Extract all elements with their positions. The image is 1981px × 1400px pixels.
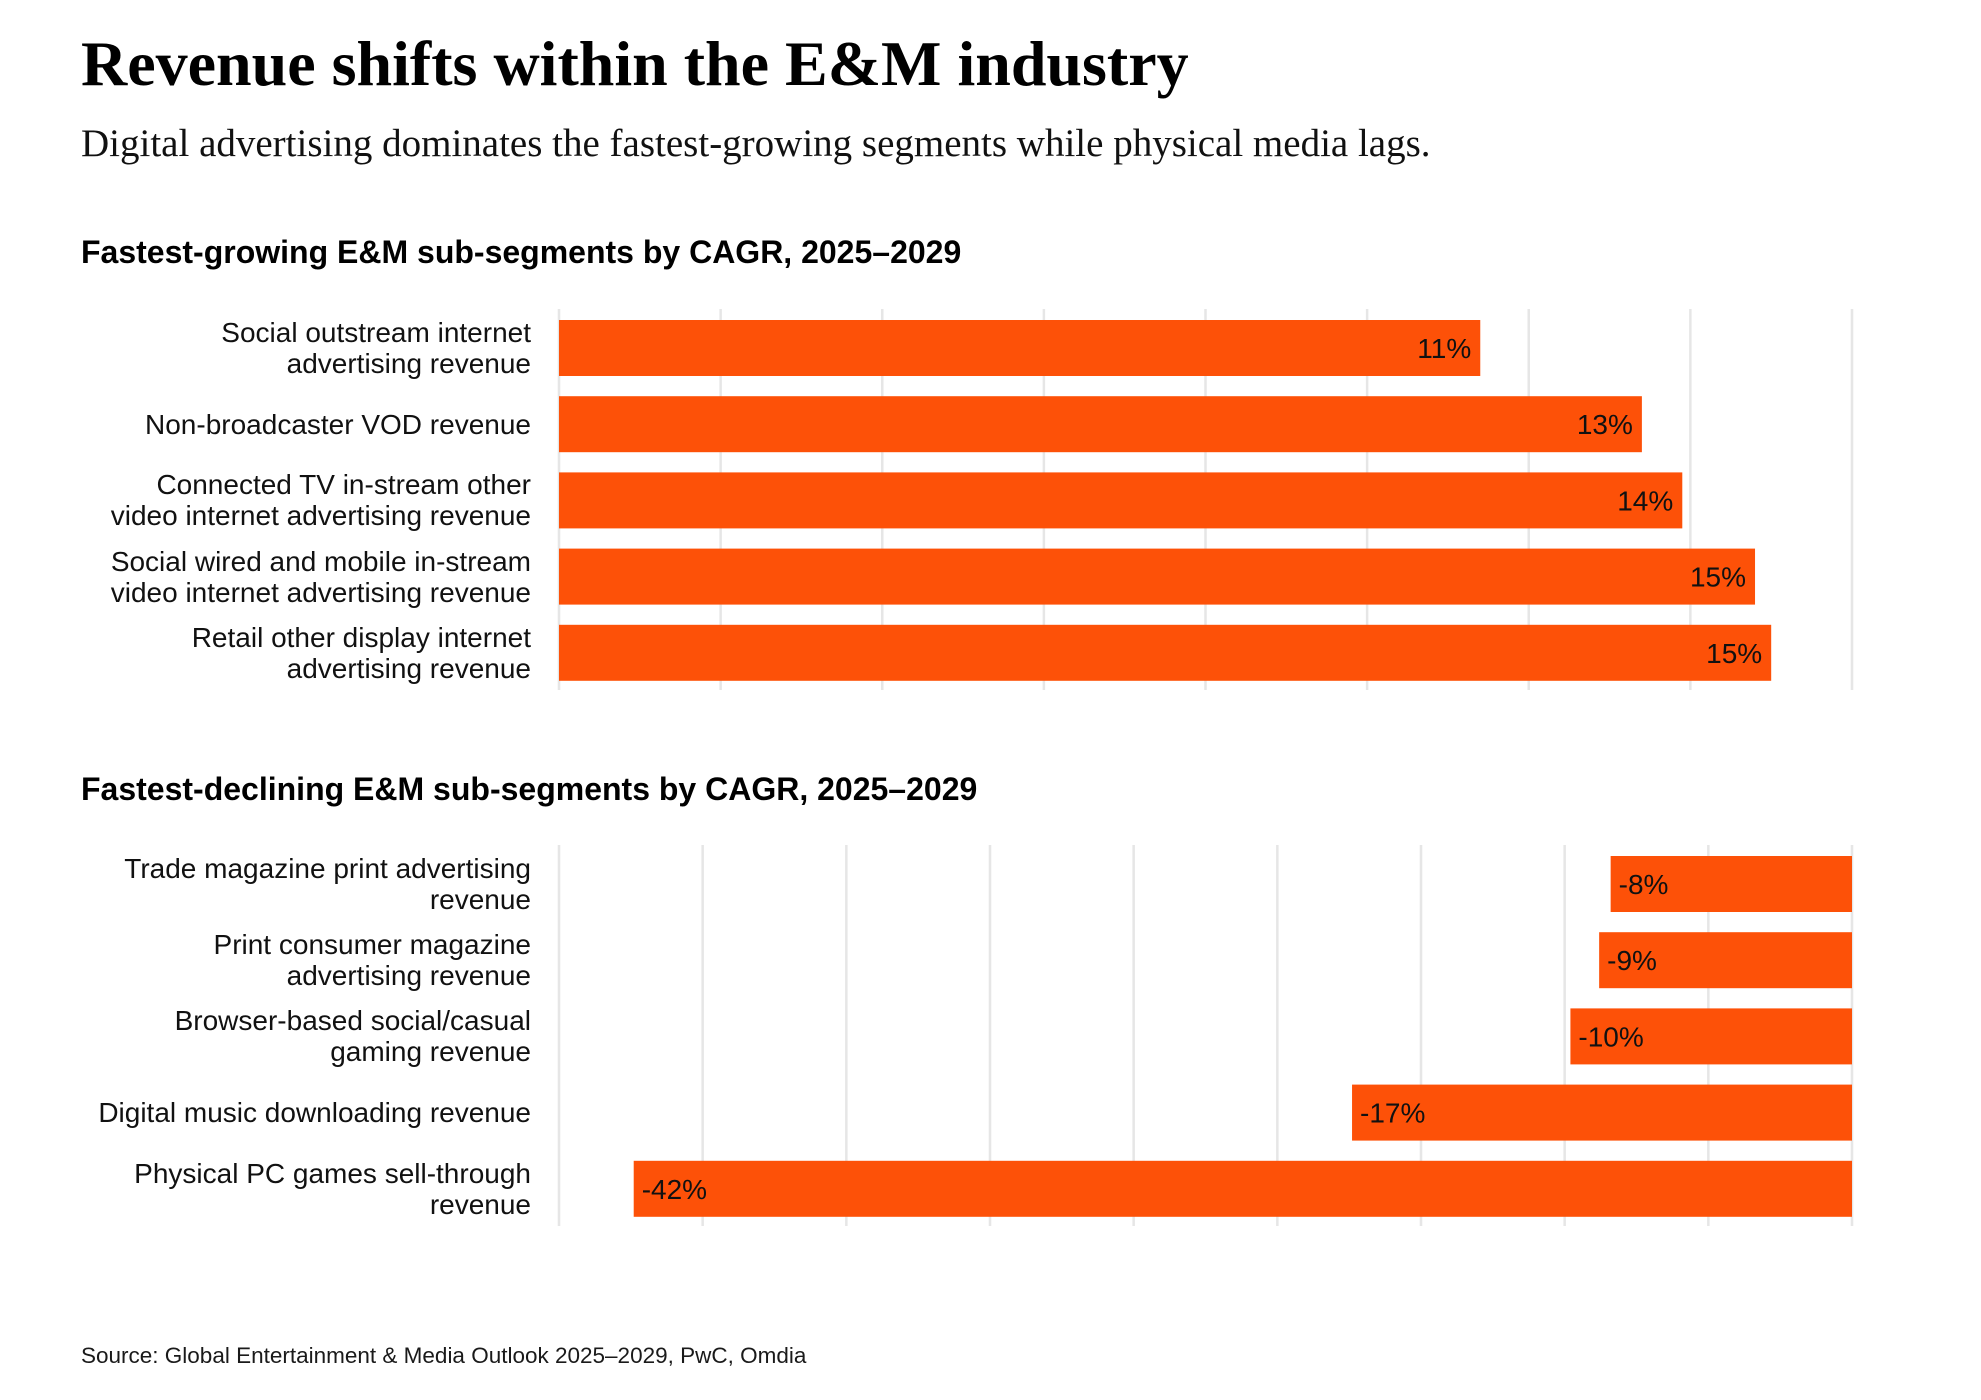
growing-chart-plot: 11% 13% 14% 15% 15% [557, 309, 1854, 690]
bar [559, 548, 1756, 605]
bar-value-label: -17% [1360, 1098, 1425, 1129]
bar [559, 396, 1642, 453]
declining-chart-title: Fastest-declining E&M sub-segments by CA… [81, 771, 978, 807]
category-label: Print consumer magazine advertising reve… [213, 929, 531, 992]
bar [1599, 932, 1852, 989]
bar-value-label: 14% [1617, 485, 1673, 516]
category-label: Browser-based social/casual gaming reven… [174, 1005, 531, 1068]
category-label: Digital music downloading revenue [98, 1097, 531, 1129]
bar-value-label: 11% [1417, 333, 1471, 364]
bar-value-label: -9% [1607, 945, 1657, 976]
bar [559, 472, 1683, 529]
bar-value-label: -8% [1619, 869, 1669, 900]
bar-value-label: -42% [642, 1174, 707, 1205]
page-title: Revenue shifts within the E&M industry [81, 28, 1189, 99]
bar-value-label: 13% [1577, 409, 1633, 440]
bar [633, 1160, 1852, 1217]
bar [1570, 1008, 1852, 1065]
bar [559, 624, 1772, 681]
bar-value-label: -10% [1578, 1021, 1643, 1052]
category-label: Connected TV in-stream other video inter… [110, 469, 531, 532]
category-label: Trade magazine print advertising revenue [124, 852, 531, 915]
category-label: Social outstream internet advertising re… [221, 316, 531, 379]
category-label: Retail other display internet advertisin… [191, 621, 531, 684]
page-subtitle: Digital advertising dominates the fastes… [81, 122, 1431, 165]
category-label: Non-broadcaster VOD revenue [145, 408, 531, 440]
growing-chart-title: Fastest-growing E&M sub-segments by CAGR… [81, 234, 962, 270]
category-label: Physical PC games sell-through revenue [134, 1157, 531, 1220]
bar-value-label: 15% [1690, 562, 1746, 593]
bar [559, 320, 1481, 376]
bar [1352, 1084, 1852, 1141]
declining-chart-plot: -8% -9% -10% -17% -42% [557, 845, 1854, 1226]
category-label: Social wired and mobile in-stream video … [110, 545, 531, 608]
bar [1610, 856, 1852, 912]
source-note: Source: Global Entertainment & Media Out… [81, 1343, 807, 1368]
bar-value-label: 15% [1706, 638, 1762, 669]
